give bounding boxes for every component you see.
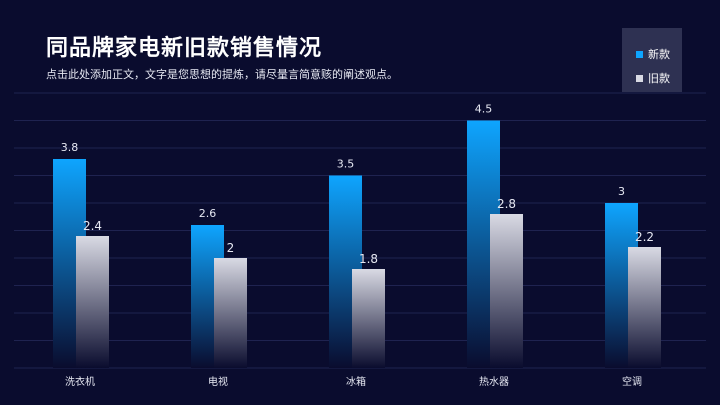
data-label-new: 3 (618, 185, 625, 198)
bar-old (628, 247, 661, 368)
data-label-old: 2.4 (83, 219, 102, 233)
data-label-old: 2.8 (497, 197, 516, 211)
page-subtitle: 点击此处添加正文，文字是您思想的提炼，请尽量言简意赅的阐述观点。 (46, 68, 398, 81)
legend-swatch-new (636, 50, 643, 58)
legend-label-old: 旧款 (648, 72, 670, 85)
data-label-old: 2.2 (635, 230, 654, 244)
data-label-new: 2.6 (199, 207, 217, 220)
page-title: 同品牌家电新旧款销售情况 (46, 36, 323, 61)
legend-label-new: 新款 (648, 48, 670, 61)
x-tick-label: 冰箱 (346, 375, 366, 388)
legend-swatch-old (636, 74, 643, 82)
bar-old (490, 214, 523, 368)
data-label-new: 3.8 (61, 141, 79, 154)
data-label-new: 4.5 (475, 103, 493, 116)
x-tick-label: 洗衣机 (65, 375, 95, 388)
bar-old (352, 269, 385, 368)
x-tick-label: 电视 (208, 375, 228, 388)
data-label-old: 2 (227, 241, 235, 255)
bar-old (76, 236, 109, 368)
legend-item-old: 旧款 (636, 66, 682, 90)
bar-old (214, 258, 247, 368)
data-label-old: 1.8 (359, 252, 378, 266)
x-tick-label: 热水器 (479, 375, 509, 388)
x-tick-label: 空调 (622, 375, 642, 388)
chart-legend: 新款 旧款 (622, 28, 682, 92)
legend-item-new: 新款 (636, 42, 682, 66)
data-label-new: 3.5 (337, 158, 355, 171)
